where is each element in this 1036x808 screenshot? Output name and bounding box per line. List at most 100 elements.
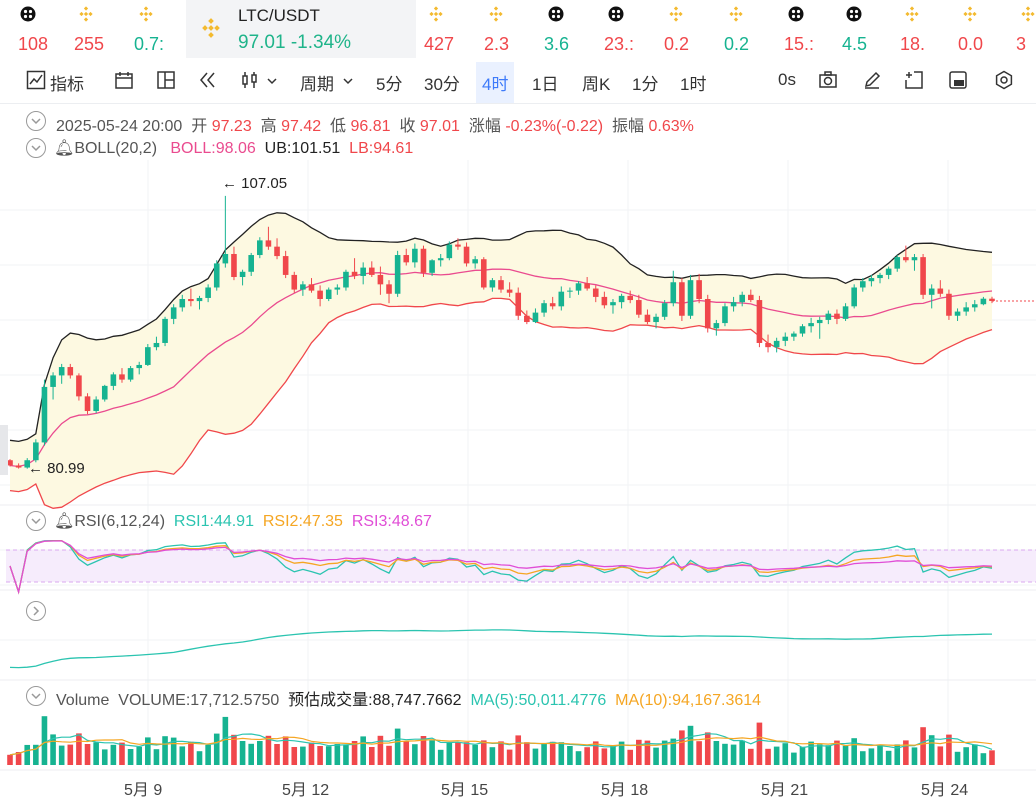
volume-bar — [170, 737, 177, 765]
candle-body — [394, 255, 401, 294]
candle-body — [403, 255, 410, 263]
volume-bar — [463, 742, 470, 765]
volume-bar — [644, 740, 651, 765]
candle-body — [739, 294, 745, 303]
volume-line: Volume VOLUME:17,712.5750 预估成交量:88,747.7… — [56, 692, 762, 709]
chevron-down-icon[interactable] — [342, 74, 362, 94]
candle-body — [145, 347, 151, 365]
candle-body — [127, 368, 134, 380]
volume-bar — [50, 734, 56, 765]
candle-body — [110, 374, 117, 386]
collapse-ohlc-icon[interactable] — [26, 111, 46, 131]
volume-bar — [248, 743, 254, 765]
ticker-value: 255 — [74, 34, 105, 54]
candle-body — [274, 246, 280, 257]
volume-bar — [980, 753, 987, 765]
ticker-value: 3.6 — [544, 34, 570, 54]
candle-body — [903, 257, 909, 261]
volume-bar — [679, 730, 685, 765]
volume-bar — [859, 751, 866, 765]
layout-icon[interactable] — [156, 70, 176, 90]
volume-bar — [618, 741, 625, 765]
collapse-volume-icon[interactable] — [26, 686, 46, 706]
volume-bar — [136, 746, 143, 765]
volume-bar — [636, 739, 642, 765]
volume-bar — [592, 741, 599, 765]
volume-bar — [696, 741, 702, 765]
indicators-button[interactable]: 指标 — [50, 75, 84, 94]
interval-1m[interactable]: 1分 — [632, 75, 659, 94]
volume-bar — [506, 749, 513, 765]
volume-bar — [282, 736, 289, 765]
volume-bar — [773, 746, 780, 765]
candle-body — [162, 318, 168, 343]
candle-body — [911, 257, 918, 261]
interval-week[interactable]: 周K — [582, 75, 611, 94]
active-ticker[interactable]: LTC/USDT 97.01 -1.34% — [186, 0, 416, 58]
ticker-value: 0.7: — [134, 34, 165, 54]
candle-body — [41, 386, 48, 443]
interval-4h[interactable]: 4时 — [476, 62, 515, 103]
period-button[interactable]: 周期 — [300, 75, 334, 94]
interval-5m[interactable]: 5分 — [376, 75, 403, 94]
candle-body — [670, 282, 677, 304]
pencil-icon[interactable] — [862, 70, 882, 90]
binance-icon — [78, 6, 94, 22]
candle-body — [257, 240, 263, 256]
interval-30m[interactable]: 30分 — [424, 75, 460, 94]
expand-indicator-icon[interactable] — [26, 601, 46, 621]
candle-body — [696, 280, 702, 299]
volume-bar — [704, 732, 711, 765]
candle-body — [799, 326, 806, 334]
volume-bar — [885, 750, 892, 765]
settings-icon[interactable] — [994, 70, 1014, 90]
candle-body — [136, 364, 143, 369]
volume-bar — [308, 742, 315, 765]
candle-body — [756, 300, 763, 343]
candle-body — [687, 280, 694, 316]
volume-bar — [549, 741, 556, 765]
volume-bar — [472, 744, 478, 765]
volume-bar — [842, 745, 849, 765]
binance-icon — [200, 17, 222, 39]
volume-bar — [877, 745, 883, 765]
volume-bar — [567, 746, 573, 765]
candle-type-icon[interactable] — [240, 70, 260, 90]
volume-bar — [946, 734, 952, 765]
rewind-icon[interactable] — [198, 70, 218, 90]
screenshot-icon[interactable] — [948, 70, 968, 90]
collapse-rsi-icon[interactable] — [26, 511, 46, 531]
candle-body — [58, 367, 65, 376]
volume-bar — [222, 716, 229, 765]
candle-body — [179, 299, 186, 308]
candle-body — [704, 299, 711, 329]
candle-body — [791, 333, 797, 337]
candle-body — [67, 367, 74, 376]
candle-body — [489, 280, 496, 288]
collapse-boll-icon[interactable] — [26, 138, 46, 158]
volume-bar — [145, 737, 151, 765]
volume-bar — [894, 744, 901, 765]
volume-bar — [661, 740, 668, 765]
chevron-down-icon[interactable] — [266, 74, 286, 94]
candle-body — [325, 289, 332, 299]
binance-icon — [962, 6, 978, 22]
candle-body — [549, 303, 556, 307]
volume-bar — [739, 740, 745, 765]
add-window-icon[interactable] — [904, 70, 924, 90]
bell-icon[interactable]: 🔔︎ — [54, 140, 75, 157]
candle-body — [84, 396, 91, 412]
volume-bar — [524, 742, 530, 765]
ticker-value: 18. — [900, 34, 926, 54]
camera-icon[interactable] — [818, 70, 838, 90]
calendar-icon[interactable] — [114, 70, 134, 90]
volume-bar — [7, 754, 13, 765]
ticker-value: 108 — [18, 34, 49, 54]
bell-icon[interactable]: 🔔︎ — [54, 513, 75, 530]
interval-1h[interactable]: 1时 — [680, 75, 707, 94]
boll-line: 🔔︎BOLL(20,2) BOLL:98.06 UB:101.51 LB:94.… — [54, 140, 414, 157]
interval-1d[interactable]: 1日 — [532, 75, 559, 94]
x-coin-icon — [20, 6, 36, 22]
volume-bar — [963, 747, 969, 765]
